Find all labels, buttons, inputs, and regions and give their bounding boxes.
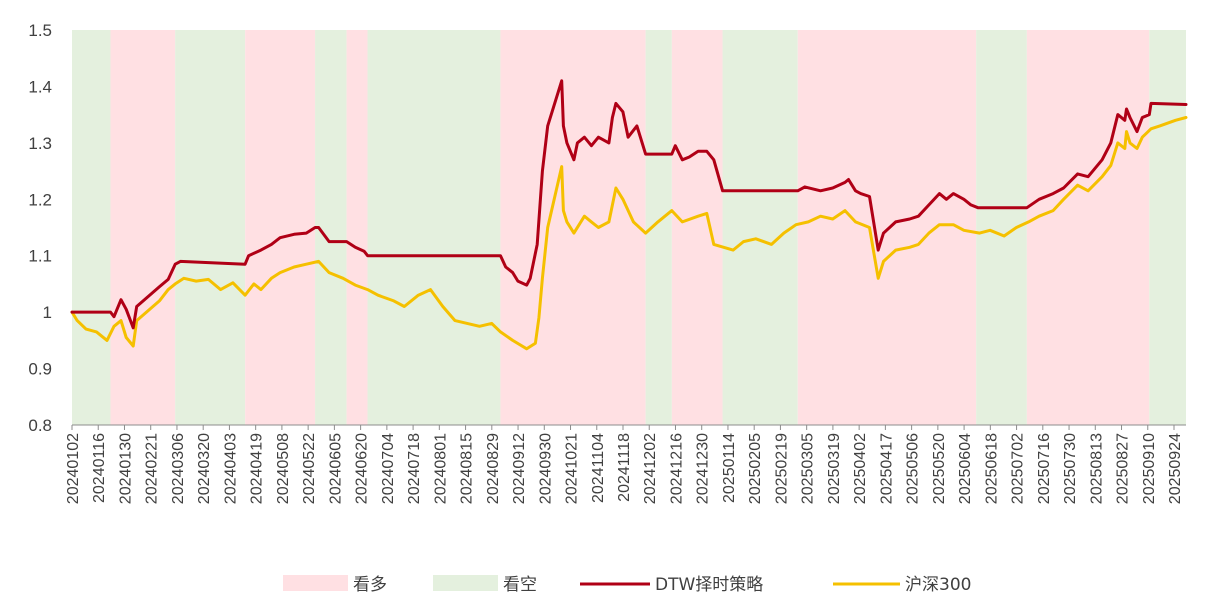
regime-band-bull [500,30,646,425]
x-tick-label: 20250924 [1167,433,1184,504]
legend-label-bull: 看多 [353,575,387,595]
regime-band-bull [1026,30,1150,425]
x-tick-label: 20240306 [170,433,187,504]
x-tick-label: 20250716 [1036,433,1053,504]
x-tick-label: 20240912 [511,433,528,504]
legend-label-hs300: 沪深300 [905,575,971,595]
x-tick-label: 20241021 [564,433,581,504]
legend-label-dtw: DTW择时策略 [655,575,763,595]
x-tick-label: 20241230 [695,433,712,504]
regime-band-bull [245,30,316,425]
series-lines [70,79,1188,351]
x-tick-label: 20240829 [485,433,502,504]
x-tick-label: 20250305 [800,433,817,504]
regime-band-bear [1149,30,1186,425]
x-tick-label: 20240221 [144,433,161,504]
y-tick-label: 1.5 [28,21,52,40]
y-tick-label: 0.8 [28,416,52,435]
x-axis: 20240102 20240116 20240130 20240221 20240306… [65,424,1186,504]
x-tick-label: 20240930 [537,433,554,504]
x-tick-label: 20250730 [1062,433,1079,504]
x-tick-label: 20250827 [1115,433,1132,504]
x-tick-label: 20250219 [773,433,790,504]
x-tick-label: 20250702 [1010,433,1027,504]
x-tick-label: 20241216 [668,433,685,504]
regime-band-bull [346,30,368,425]
legend: 看多 看空 DTW择时策略 沪深300 [283,575,971,595]
regime-band-bear [722,30,798,425]
x-tick-label: 20240102 [65,433,82,504]
x-tick-label: 20240815 [459,433,476,504]
x-tick-label: 20250417 [878,433,895,504]
x-tick-label: 20250618 [983,433,1000,504]
x-tick-label: 20250506 [905,433,922,504]
x-tick-label: 20241118 [616,433,633,502]
y-tick-label: 1.2 [28,190,52,209]
x-tick-label: 20240419 [249,433,266,504]
x-tick-label: 20240522 [301,433,318,504]
x-tick-label: 20240320 [196,433,213,504]
x-tick-label: 20250813 [1088,433,1105,504]
x-tick-label: 20250604 [957,433,974,504]
regime-band-bull [110,30,176,425]
x-tick-label: 20250319 [826,433,843,504]
regime-band-bear [367,30,501,425]
x-tick-label: 20240801 [432,433,449,504]
series-line-dtw [70,79,1188,330]
x-tick-label: 20250910 [1141,433,1158,504]
legend-swatch-bear [433,575,498,591]
regime-band-bull [671,30,723,425]
x-tick-label: 20250114 [721,433,738,503]
y-tick-label: 1.4 [28,77,52,96]
y-tick-label: 1.1 [28,247,52,266]
regime-band-bear [72,30,111,425]
legend-label-bear: 看空 [503,575,537,595]
x-tick-label: 20240130 [117,433,134,504]
x-tick-label: 20240508 [275,433,292,504]
x-tick-label: 20250205 [747,433,764,504]
x-tick-label: 20240718 [406,433,423,504]
legend-swatch-bull [283,575,348,591]
x-tick-label: 20240116 [91,433,108,503]
x-tick-label: 20240704 [380,433,397,504]
x-tick-label: 20241104 [590,433,607,503]
x-tick-label: 20240403 [222,433,239,504]
y-axis: 0.8 0.9 1 1.1 1.2 1.3 1.4 1.5 [28,21,52,435]
regime-band-bear [175,30,246,425]
regime-band-bull [797,30,977,425]
x-tick-label: 20250520 [931,433,948,504]
x-tick-label: 20241202 [642,433,659,504]
x-tick-label: 20240620 [354,433,371,504]
y-tick-label: 0.9 [28,360,52,379]
x-tick-label: 20250402 [852,433,869,504]
series-line-hs300 [70,116,1188,351]
x-tick-label: 20240605 [327,433,344,504]
y-tick-label: 1.3 [28,134,52,153]
y-tick-label: 1 [43,303,52,322]
